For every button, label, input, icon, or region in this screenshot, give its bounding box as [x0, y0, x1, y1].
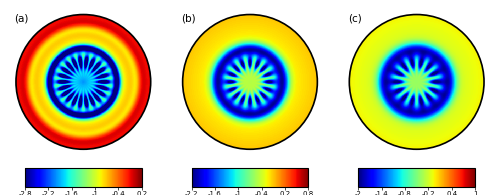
- Text: (c): (c): [348, 13, 362, 23]
- Text: (a): (a): [14, 13, 29, 23]
- Text: (b): (b): [182, 13, 196, 23]
